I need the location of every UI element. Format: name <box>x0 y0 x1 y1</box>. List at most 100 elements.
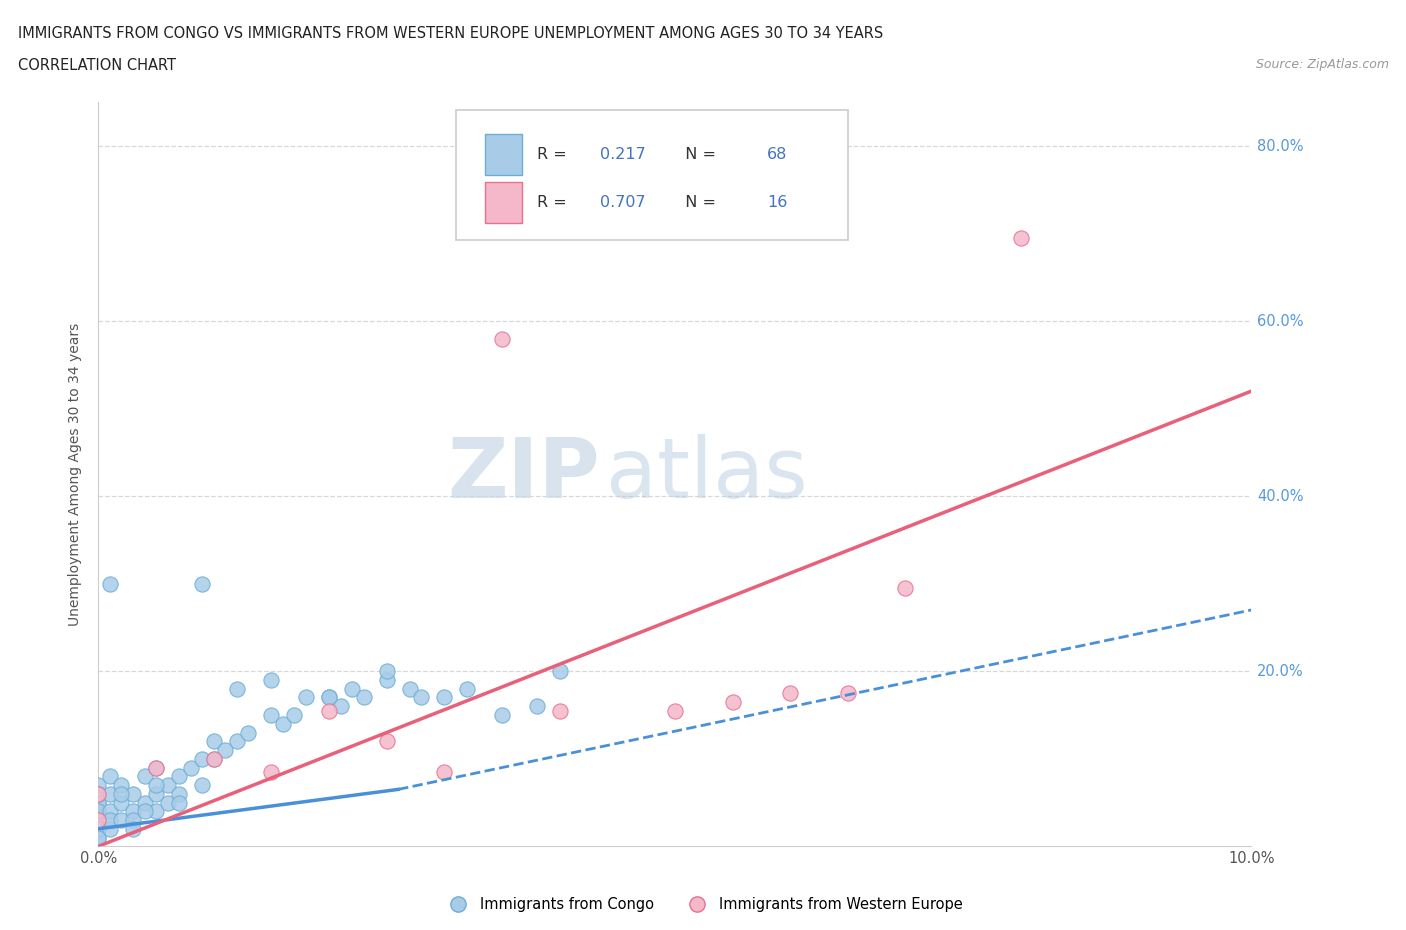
Point <box>375 664 398 679</box>
Point <box>87 821 110 836</box>
Point <box>548 703 571 718</box>
FancyBboxPatch shape <box>456 110 848 240</box>
Point <box>87 830 110 845</box>
Point <box>260 764 283 779</box>
Point <box>202 751 225 766</box>
Point <box>318 703 340 718</box>
Point <box>110 777 132 792</box>
Point <box>167 787 190 802</box>
Point <box>329 698 352 713</box>
Point <box>98 787 121 802</box>
Point <box>375 734 398 749</box>
Text: R =: R = <box>537 147 571 162</box>
Text: 20.0%: 20.0% <box>1257 664 1303 679</box>
Text: Source: ZipAtlas.com: Source: ZipAtlas.com <box>1256 58 1389 71</box>
Text: N =: N = <box>675 147 721 162</box>
Point <box>225 734 247 749</box>
Point <box>548 664 571 679</box>
Point <box>167 795 190 810</box>
Point <box>398 682 420 697</box>
Text: CORRELATION CHART: CORRELATION CHART <box>18 58 176 73</box>
Point <box>156 795 179 810</box>
Point <box>87 813 110 828</box>
Point <box>87 830 110 845</box>
Point <box>122 821 145 836</box>
Point <box>191 577 214 591</box>
Point <box>167 769 190 784</box>
Point <box>122 813 145 828</box>
Point <box>156 777 179 792</box>
Point <box>122 787 145 802</box>
Point <box>271 716 294 731</box>
Point <box>87 821 110 836</box>
Point <box>318 690 340 705</box>
Point <box>87 787 110 802</box>
Point <box>98 577 121 591</box>
Point <box>283 708 305 723</box>
Point <box>225 682 247 697</box>
Point <box>110 787 132 802</box>
Point <box>411 690 433 705</box>
Point <box>87 787 110 802</box>
Point <box>433 764 456 779</box>
Point <box>122 804 145 818</box>
Point <box>191 777 214 792</box>
Text: N =: N = <box>675 195 721 210</box>
Point <box>260 672 283 687</box>
Point <box>433 690 456 705</box>
Point <box>98 813 121 828</box>
Text: 68: 68 <box>768 147 787 162</box>
Text: atlas: atlas <box>606 433 807 515</box>
Point <box>110 795 132 810</box>
Point <box>87 787 110 802</box>
Point <box>526 698 548 713</box>
Y-axis label: Unemployment Among Ages 30 to 34 years: Unemployment Among Ages 30 to 34 years <box>69 323 83 626</box>
Point <box>491 708 513 723</box>
Point <box>87 795 110 810</box>
Point <box>145 787 167 802</box>
Point <box>353 690 375 705</box>
Point <box>87 804 110 818</box>
Point <box>134 795 156 810</box>
Point <box>664 703 686 718</box>
Point <box>87 813 110 828</box>
Point <box>491 331 513 346</box>
Text: 80.0%: 80.0% <box>1257 139 1303 153</box>
Point <box>87 777 110 792</box>
Point <box>145 760 167 775</box>
Text: ZIP: ZIP <box>447 433 600 515</box>
Point <box>318 690 340 705</box>
Point <box>98 821 121 836</box>
Point <box>180 760 202 775</box>
Point <box>375 672 398 687</box>
Text: 0.707: 0.707 <box>600 195 645 210</box>
Text: 40.0%: 40.0% <box>1257 488 1303 504</box>
Point <box>837 685 859 700</box>
Legend: Immigrants from Congo, Immigrants from Western Europe: Immigrants from Congo, Immigrants from W… <box>437 891 969 918</box>
Point <box>1010 231 1032 246</box>
Point <box>295 690 318 705</box>
Point <box>238 725 260 740</box>
Point <box>98 804 121 818</box>
Text: 16: 16 <box>768 195 787 210</box>
Point <box>260 708 283 723</box>
Point <box>214 742 236 757</box>
Point <box>145 760 167 775</box>
Point <box>145 777 167 792</box>
Point <box>134 769 156 784</box>
Text: R =: R = <box>537 195 571 210</box>
Point <box>456 682 478 697</box>
Point <box>98 769 121 784</box>
Point <box>87 795 110 810</box>
FancyBboxPatch shape <box>485 134 522 175</box>
Point <box>110 813 132 828</box>
Point <box>134 804 156 818</box>
Text: IMMIGRANTS FROM CONGO VS IMMIGRANTS FROM WESTERN EUROPE UNEMPLOYMENT AMONG AGES : IMMIGRANTS FROM CONGO VS IMMIGRANTS FROM… <box>18 26 883 41</box>
Point <box>721 695 744 710</box>
Text: 0.217: 0.217 <box>600 147 645 162</box>
Point <box>202 751 225 766</box>
Point <box>145 804 167 818</box>
Text: 60.0%: 60.0% <box>1257 313 1303 328</box>
Point <box>779 685 801 700</box>
Point <box>894 580 917 595</box>
